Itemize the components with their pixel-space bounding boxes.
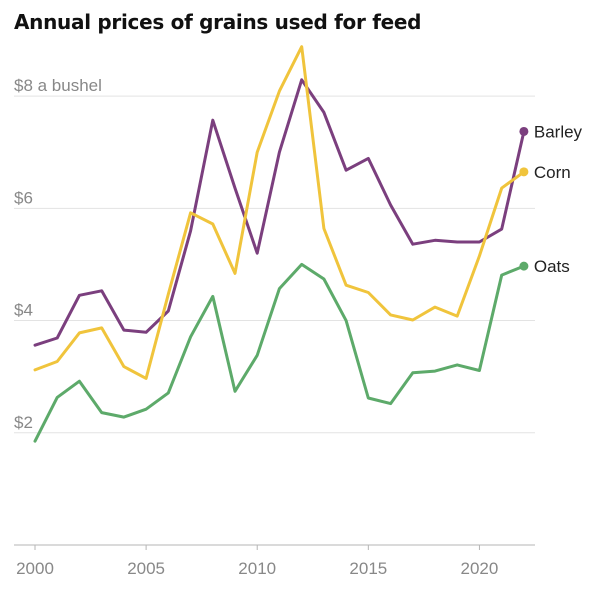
x-tick-labels: 2000 2005 2010 2015 2020 [16,559,498,578]
series-line-barley [33,78,526,347]
series-label-oats: Oats [534,257,570,276]
y-tick-label-6: $6 [14,188,33,207]
y-tick-label-4: $4 [14,301,33,320]
series-end-point-barley [519,126,529,136]
x-tick-label-2005: 2005 [127,559,165,578]
series-end-labels: Barley Corn Oats [534,122,583,276]
grid-lines [14,95,535,434]
y-tick-labels: $2 $4 $6 $8 a bushel [14,76,102,432]
series-lines [33,45,529,443]
x-axis [14,544,535,550]
x-tick-label-2000: 2000 [16,559,54,578]
series-end-point-oats [519,261,529,271]
series-line-oats [33,262,526,443]
y-tick-label-2: $2 [14,413,33,432]
x-tick-label-2020: 2020 [461,559,499,578]
y-tick-label-8: $8 a bushel [14,76,102,95]
x-tick-label-2010: 2010 [238,559,276,578]
chart-title: Annual prices of grains used for feed [14,10,422,34]
series-label-barley: Barley [534,122,583,141]
series-end-point-corn [519,167,529,177]
series-line-corn [33,45,526,380]
x-tick-label-2015: 2015 [349,559,387,578]
series-label-corn: Corn [534,163,571,182]
